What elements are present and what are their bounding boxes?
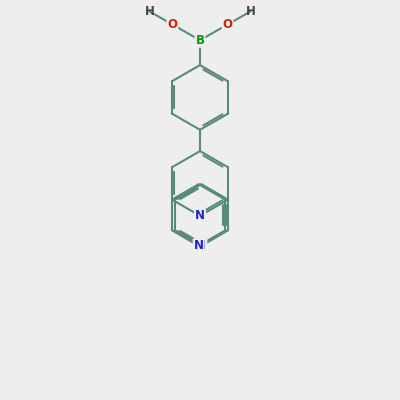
Text: H: H — [144, 5, 154, 18]
Text: B: B — [196, 34, 204, 47]
Text: N: N — [194, 239, 204, 252]
Text: N: N — [195, 209, 205, 222]
Text: O: O — [223, 18, 233, 31]
Text: H: H — [246, 5, 256, 18]
Text: N: N — [196, 239, 206, 252]
Text: O: O — [167, 18, 177, 31]
